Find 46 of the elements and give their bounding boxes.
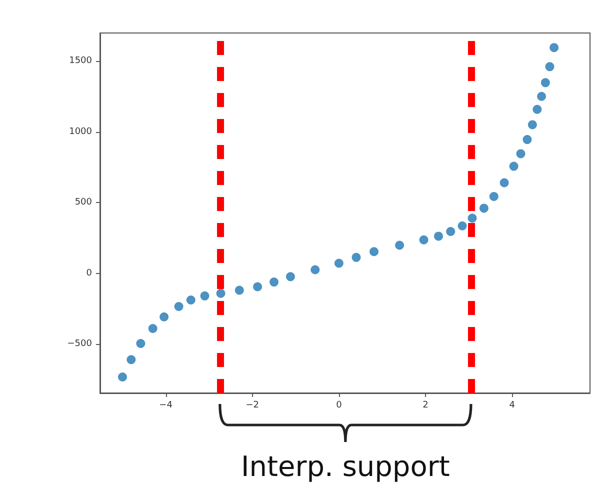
- point: [200, 291, 210, 300]
- y-tick-label: 1000: [69, 126, 92, 137]
- point: [537, 92, 546, 101]
- text: Interp. support: [241, 450, 450, 483]
- point: [334, 258, 344, 268]
- point: [468, 214, 477, 223]
- point: [540, 78, 550, 88]
- y-tick-label: 500: [74, 198, 92, 208]
- point: [186, 296, 196, 305]
- point: [253, 282, 262, 292]
- point: [136, 338, 146, 348]
- y-tick-label: 0: [86, 268, 92, 278]
- point: [545, 62, 554, 72]
- point: [446, 227, 456, 236]
- x-tick-label: 2: [422, 400, 428, 410]
- point: [395, 240, 404, 250]
- y-tick-label: −500: [67, 339, 92, 350]
- point: [516, 149, 526, 158]
- point: [489, 192, 498, 201]
- point: [458, 221, 467, 230]
- point: [352, 252, 361, 262]
- point: [528, 120, 537, 130]
- point: [434, 232, 443, 241]
- point: [118, 372, 128, 382]
- point: [174, 302, 184, 312]
- x-tick-label: 0: [336, 400, 342, 410]
- point: [500, 178, 509, 188]
- y-tick-label: 1500: [69, 56, 92, 66]
- x-tick-label: −4: [159, 400, 173, 410]
- x-tick-label: −2: [246, 400, 260, 410]
- x-tick-label: 4: [509, 400, 516, 410]
- point: [286, 272, 295, 282]
- point: [370, 247, 378, 256]
- point: [550, 43, 559, 52]
- point: [419, 235, 428, 244]
- point: [310, 265, 320, 274]
- point: [216, 288, 226, 298]
- point: [160, 312, 169, 322]
- point: [234, 286, 244, 295]
- point: [479, 204, 488, 213]
- point: [270, 278, 279, 287]
- point: [148, 324, 158, 333]
- point: [522, 135, 532, 144]
- point: [126, 355, 136, 364]
- point: [509, 162, 518, 171]
- point: [532, 104, 542, 114]
